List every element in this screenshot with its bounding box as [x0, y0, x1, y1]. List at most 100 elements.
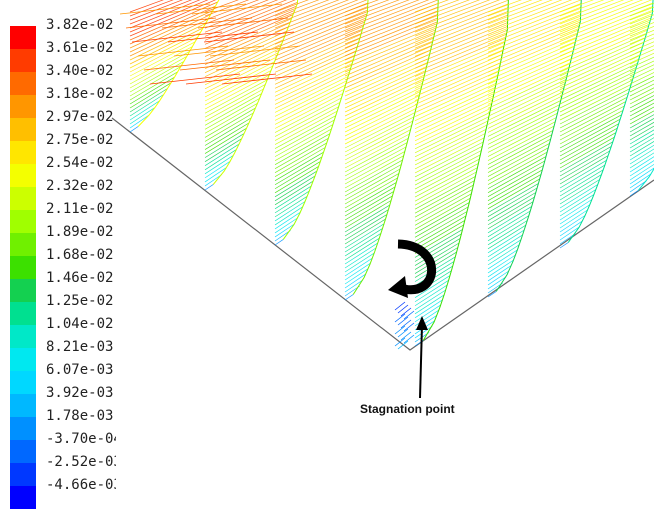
- velocity-vector: [414, 304, 441, 323]
- velocity-vector: [274, 106, 339, 141]
- velocity-vector: [487, 183, 539, 214]
- recirculation-arrow: [397, 239, 437, 295]
- velocity-vector: [274, 42, 359, 81]
- velocity-vector: [414, 66, 500, 105]
- velocity-vector: [487, 0, 573, 33]
- velocity-vector: [629, 118, 654, 133]
- velocity-vector: [344, 151, 406, 185]
- velocity-vector: [629, 173, 652, 189]
- legend-label: 2.11e-02: [46, 201, 114, 217]
- velocity-vector: [559, 123, 619, 157]
- velocity-vector: [204, 0, 288, 33]
- velocity-vector: [487, 95, 562, 133]
- velocity-vector: [414, 154, 481, 190]
- velocity-vector: [344, 263, 371, 281]
- velocity-vector: [204, 98, 260, 130]
- velocity-vector: [344, 195, 393, 225]
- velocity-vector: [204, 35, 286, 73]
- velocity-vector: [344, 0, 410, 25]
- velocity-vector: [274, 185, 312, 210]
- velocity-vector: [129, 76, 175, 105]
- velocity-vector: [137, 45, 229, 57]
- velocity-vector: [629, 75, 654, 89]
- velocity-vector: [414, 50, 504, 89]
- velocity-vector: [487, 265, 512, 282]
- velocity-vector: [559, 25, 649, 65]
- velocity-vector: [414, 163, 479, 198]
- velocity-vector: [414, 180, 475, 214]
- velocity-vector: [629, 87, 654, 101]
- velocity-vector: [274, 170, 317, 198]
- velocity-vector: [204, 70, 272, 106]
- velocity-vector: [487, 117, 557, 153]
- legend-label: -2.52e-03: [46, 454, 116, 470]
- velocity-vector: [274, 115, 336, 149]
- velocity-vector: [487, 66, 570, 105]
- velocity-vector: [414, 74, 499, 113]
- velocity-vector: [559, 105, 625, 141]
- velocity-vector: [400, 307, 412, 317]
- velocity-vector: [629, 180, 647, 193]
- velocity-vector: [344, 14, 438, 53]
- velocity-vector: [344, 209, 389, 237]
- velocity-vector: [414, 107, 491, 146]
- velocity-vector: [344, 228, 383, 253]
- velocity-vector: [559, 194, 595, 217]
- velocity-vector: [274, 151, 324, 182]
- velocity-vector: [487, 10, 581, 49]
- velocity-vector: [129, 66, 181, 97]
- velocity-vector: [274, 93, 343, 129]
- velocity-vector: [129, 94, 164, 117]
- velocity-vector: [559, 62, 638, 101]
- velocity-vector: [487, 147, 549, 181]
- velocity-vector: [394, 301, 406, 311]
- velocity-vector: [629, 72, 654, 85]
- velocity-vector: [629, 141, 654, 157]
- velocity-vector: [487, 91, 564, 129]
- velocity-vector: [204, 26, 289, 65]
- velocity-vector: [204, 43, 282, 82]
- velocity-vector: [487, 21, 581, 61]
- velocity-vector: [274, 76, 349, 113]
- velocity-vector: [394, 325, 406, 335]
- velocity-vector: [487, 229, 525, 254]
- velocity-vector: [414, 54, 503, 93]
- velocity-vector: [629, 91, 654, 105]
- velocity-vector: [559, 179, 600, 205]
- velocity-vector: [487, 0, 533, 17]
- velocity-vector: [629, 14, 654, 25]
- velocity-vector: [344, 29, 436, 69]
- velocity-vector: [414, 103, 492, 142]
- velocity-vector: [487, 74, 568, 113]
- velocity-vector: [215, 59, 307, 71]
- velocity-vector: [414, 14, 509, 53]
- velocity-vector: [274, 71, 350, 109]
- velocity-vector: [397, 316, 409, 326]
- velocity-vector: [344, 218, 386, 245]
- velocity-vector: [487, 160, 545, 193]
- velocity-vector: [344, 133, 410, 169]
- velocity-vector: [487, 33, 578, 73]
- velocity-vector: [344, 62, 428, 101]
- velocity-vector: [129, 0, 164, 13]
- velocity-vector: [629, 156, 654, 173]
- velocity-vector: [204, 133, 245, 158]
- velocity-vector: [400, 331, 412, 341]
- color-legend: 3.82e-02 3.61e-02 3.40e-02 3.18e-02 2.97e-02…: [0, 0, 120, 509]
- velocity-vector: [559, 110, 624, 145]
- velocity-vector: [344, 0, 379, 13]
- velocity-vector: [487, 46, 575, 85]
- velocity-vector: [629, 29, 654, 41]
- velocity-vector: [221, 73, 313, 85]
- legend-swatch: [10, 233, 36, 256]
- velocity-vector: [344, 82, 423, 121]
- velocity-vector: [487, 196, 535, 226]
- velocity-vector: [274, 142, 327, 173]
- legend-swatch: [10, 279, 36, 302]
- legend-swatch: [10, 256, 36, 279]
- velocity-vector: [274, 80, 348, 117]
- velocity-vector: [274, 63, 353, 101]
- recirculation-arrow-head: [388, 276, 408, 298]
- velocity-vector: [274, 0, 368, 37]
- velocity-vector: [204, 56, 277, 94]
